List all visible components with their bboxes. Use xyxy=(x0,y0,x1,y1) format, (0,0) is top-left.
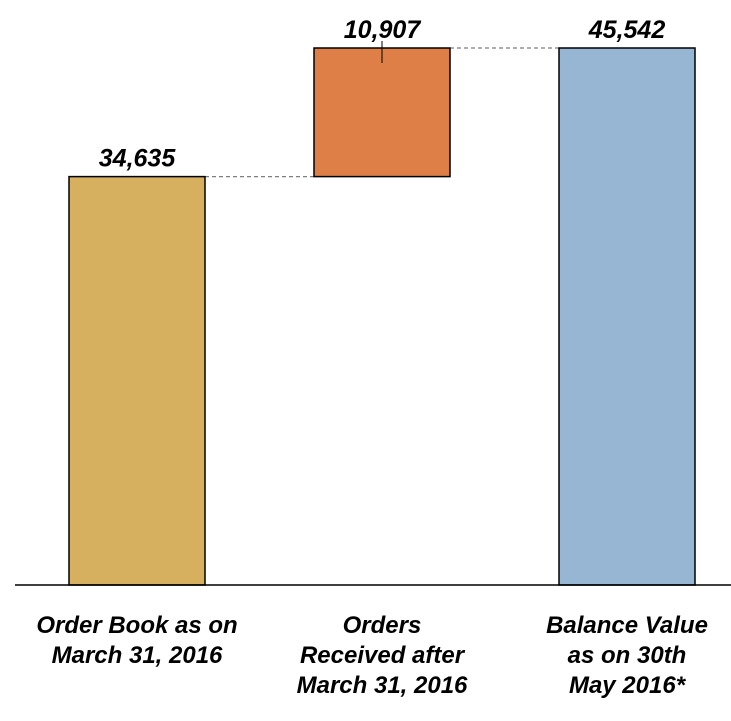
category-label-3-line-3: May 2016* xyxy=(569,672,687,699)
bar-3 xyxy=(559,48,695,585)
category-label-2-line-2: Received after xyxy=(300,642,466,669)
bar-1 xyxy=(69,177,205,585)
category-label-1: Order Book as on March 31, 2016 xyxy=(36,612,237,669)
category-label-3-line-2: as on 30th xyxy=(568,642,687,669)
bars-group xyxy=(69,48,695,585)
category-label-1-line-2: March 31, 2016 xyxy=(52,642,223,669)
bar-2 xyxy=(314,48,450,177)
category-label-3-line-1: Balance Value xyxy=(546,612,708,639)
value-label-1: 34,635 xyxy=(99,145,177,173)
category-label-3: Balance Value as on 30th May 2016* xyxy=(546,612,708,699)
category-label-1-line-1: Order Book as on xyxy=(36,612,237,639)
value-label-3: 45,542 xyxy=(588,16,666,44)
value-label-2: 10,907 xyxy=(344,16,422,44)
category-label-2-line-1: Orders xyxy=(343,612,422,639)
category-label-2-line-3: March 31, 2016 xyxy=(297,672,468,699)
category-labels-group: Order Book as on March 31, 2016 Orders Rece… xyxy=(36,612,708,699)
category-label-2: Orders Received after March 31, 2016 xyxy=(297,612,468,699)
